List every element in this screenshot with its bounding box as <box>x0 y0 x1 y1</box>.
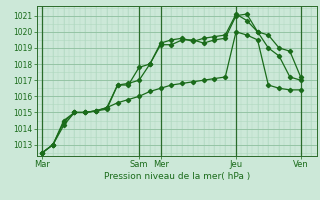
X-axis label: Pression niveau de la mer( hPa ): Pression niveau de la mer( hPa ) <box>104 172 250 181</box>
